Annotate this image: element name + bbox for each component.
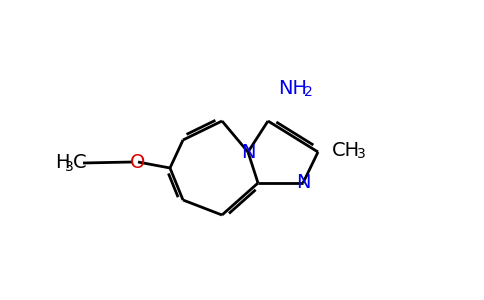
Text: N: N — [241, 142, 255, 161]
Text: H: H — [55, 154, 70, 172]
Text: N: N — [296, 173, 310, 193]
Text: 2: 2 — [304, 85, 313, 99]
Text: 3: 3 — [357, 147, 366, 161]
Text: C: C — [73, 154, 87, 172]
Text: O: O — [130, 152, 146, 172]
Text: 3: 3 — [65, 160, 74, 174]
Text: NH: NH — [278, 79, 307, 98]
Text: CH: CH — [332, 140, 360, 160]
